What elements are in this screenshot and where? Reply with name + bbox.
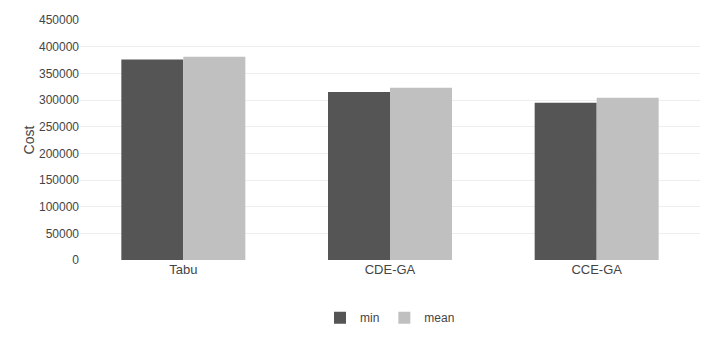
svg-text:350000: 350000 [39,67,79,81]
svg-text:450000: 450000 [39,13,79,27]
svg-text:300000: 300000 [39,93,79,107]
svg-text:200000: 200000 [39,147,79,161]
svg-text:100000: 100000 [39,200,79,214]
svg-text:Tabu: Tabu [169,262,197,277]
svg-text:50000: 50000 [46,227,80,241]
svg-text:Cost: Cost [21,126,37,155]
svg-text:150000: 150000 [39,173,79,187]
svg-text:250000: 250000 [39,120,79,134]
svg-text:0: 0 [72,253,79,267]
svg-text:mean: mean [424,311,454,325]
svg-text:400000: 400000 [39,40,79,54]
svg-text:min: min [360,311,379,325]
svg-text:CDE-GA: CDE-GA [365,262,416,277]
svg-text:CCE-GA: CCE-GA [571,262,622,277]
